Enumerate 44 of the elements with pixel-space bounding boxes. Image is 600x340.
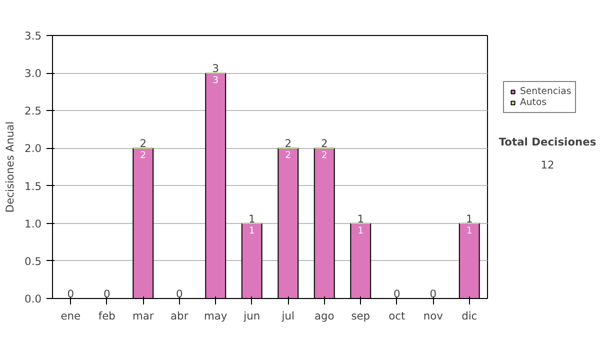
- total-label: 3: [212, 62, 220, 76]
- data-label: 2: [140, 150, 146, 162]
- x-tick-label: jun: [242, 310, 260, 322]
- total-label: 0: [103, 288, 110, 300]
- x-tick-label: abr: [170, 310, 189, 322]
- total-label: 1: [248, 212, 256, 226]
- total-label: 0: [393, 288, 400, 300]
- x-tick-label: nov: [423, 310, 443, 322]
- y-tick-label: 1.0: [24, 217, 42, 230]
- data-label: 2: [321, 150, 328, 162]
- x-tick-label: feb: [98, 310, 116, 322]
- text: 12: [540, 158, 554, 172]
- total-label: 2: [320, 137, 328, 150]
- total-label: 1: [357, 212, 364, 226]
- x-tick-label: ago: [314, 310, 334, 322]
- data-label: 1: [248, 225, 255, 236]
- x-tick-label: ene: [60, 310, 81, 322]
- total-label: 0: [430, 288, 437, 300]
- x-tick-label: sep: [351, 310, 370, 322]
- total-label: 0: [67, 288, 74, 300]
- data-label: 1: [466, 225, 472, 236]
- y-tick-label: 1.5: [24, 180, 42, 193]
- y-tick-label: 0.5: [24, 254, 42, 268]
- x-tick-label: oct: [388, 310, 406, 322]
- y-tick-label: 3.0: [24, 67, 42, 80]
- legend-label: Autos: [520, 97, 547, 108]
- x-tick-label: mar: [132, 310, 154, 322]
- data-label: 2: [285, 150, 292, 162]
- legend-label: Sentencias: [520, 86, 572, 97]
- text: Total Decisiones: [498, 136, 596, 148]
- total-label: 1: [466, 212, 473, 226]
- y-tick-label: 2.5: [24, 104, 42, 118]
- y-tick-label: 3.5: [24, 30, 42, 42]
- y-axis-title: Decisiones Anual: [4, 121, 17, 213]
- y-tick-label: 2.0: [24, 142, 42, 156]
- x-tick-label: jul: [280, 310, 294, 322]
- x-tick-label: may: [204, 310, 228, 322]
- data-label: 1: [358, 225, 364, 236]
- total-label: 2: [140, 137, 147, 150]
- x-tick-label: dic: [462, 310, 478, 322]
- y-tick-label: 0.0: [24, 292, 42, 306]
- total-label: 0: [176, 288, 183, 300]
- data-label: 3: [212, 75, 219, 86]
- total-label: 2: [284, 137, 292, 150]
